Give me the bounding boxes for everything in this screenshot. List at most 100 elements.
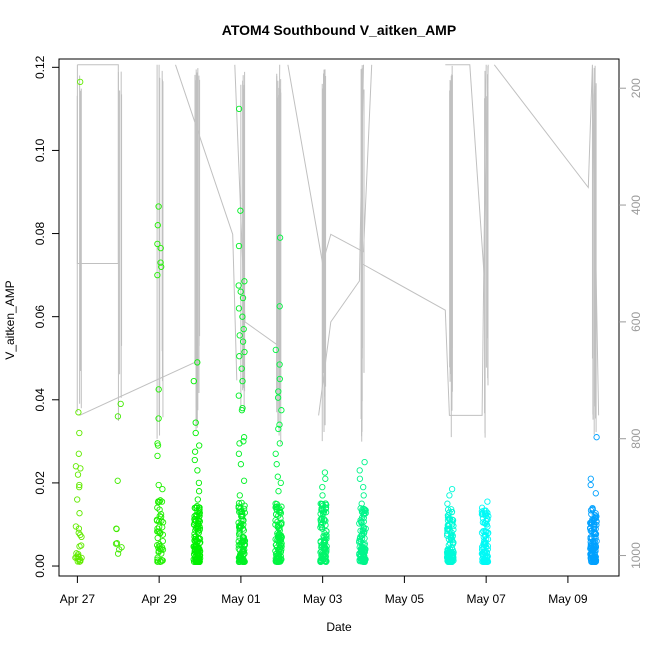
data-point: [272, 511, 280, 518]
data-point: [356, 467, 363, 474]
data-point: [238, 365, 245, 372]
data-point: [238, 520, 245, 527]
data-point: [238, 541, 245, 549]
data-point: [274, 555, 281, 563]
y2-tick-label: 400: [629, 195, 643, 215]
data-point: [155, 386, 162, 393]
data-point: [191, 448, 199, 455]
data-point: [237, 461, 245, 468]
data-point: [195, 551, 202, 558]
data-point: [483, 557, 490, 564]
data-point: [74, 471, 82, 478]
data-point: [236, 551, 244, 559]
data-point: [157, 259, 164, 266]
data-point: [192, 533, 200, 540]
data-point: [278, 407, 285, 414]
data-point: [587, 481, 594, 489]
data-point: [482, 535, 490, 543]
data-point: [237, 288, 244, 295]
data-point: [240, 325, 247, 333]
data-point: [235, 503, 242, 510]
data-point: [195, 479, 203, 487]
data-point: [237, 207, 244, 214]
data-point: [240, 434, 248, 441]
data-point: [447, 532, 455, 539]
data-point: [276, 303, 283, 310]
data-point: [323, 528, 330, 535]
data-point: [77, 465, 84, 472]
data-point: [116, 546, 123, 553]
y-tick-label: 0.04: [33, 388, 47, 412]
data-point: [235, 450, 243, 457]
data-point: [192, 419, 199, 426]
x-tick-label: May 03: [303, 592, 343, 606]
data-point: [154, 452, 161, 460]
data-point: [358, 558, 366, 565]
data-point: [113, 525, 120, 533]
data-point: [159, 485, 166, 493]
data-point: [319, 502, 327, 509]
overlay-line: [287, 64, 373, 264]
data-point: [272, 346, 279, 354]
data-point: [321, 553, 328, 561]
data-point: [236, 332, 243, 339]
data-point: [588, 550, 595, 558]
data-point: [274, 523, 281, 530]
data-point: [359, 532, 366, 539]
overlay-line: [79, 362, 195, 416]
data-point: [591, 540, 598, 548]
data-point: [158, 498, 166, 505]
data-points: [72, 78, 600, 566]
data-point: [191, 456, 198, 464]
data-point: [193, 542, 200, 549]
data-point: [236, 492, 243, 499]
data-point: [360, 514, 367, 522]
x-tick-label: Apr 29: [141, 592, 177, 606]
data-point: [236, 440, 243, 447]
data-point: [159, 537, 166, 545]
data-point: [479, 543, 486, 551]
data-point: [154, 442, 162, 449]
data-point: [483, 554, 491, 561]
data-point: [592, 547, 599, 555]
overlay-lines: [76, 64, 600, 445]
x-tick-label: May 05: [385, 592, 425, 606]
data-point: [194, 467, 201, 474]
data-point: [276, 361, 283, 368]
data-point: [320, 532, 327, 540]
data-point: [444, 527, 451, 534]
data-point: [76, 510, 83, 517]
data-point: [320, 545, 327, 553]
data-point: [158, 263, 165, 270]
data-point: [239, 512, 246, 519]
data-point: [239, 533, 247, 541]
data-point: [155, 203, 162, 210]
data-point: [276, 421, 283, 428]
data-point: [75, 550, 82, 558]
data-point: [195, 488, 203, 495]
data-point: [275, 425, 282, 433]
data-point: [194, 359, 201, 366]
data-point: [117, 400, 124, 408]
data-point: [155, 481, 162, 489]
data-point: [592, 525, 599, 533]
data-point: [449, 516, 456, 523]
data-point: [277, 548, 284, 556]
data-point: [484, 509, 491, 516]
y-tick-label: 0.06: [33, 305, 47, 329]
data-point: [241, 558, 248, 565]
data-point: [445, 526, 452, 533]
data-point: [479, 550, 486, 557]
data-point: [276, 375, 283, 383]
data-point: [273, 461, 280, 468]
data-point: [78, 533, 85, 541]
data-point: [592, 490, 599, 497]
data-point: [241, 278, 248, 285]
data-point: [235, 392, 242, 399]
data-point: [76, 429, 83, 437]
data-point: [278, 519, 285, 526]
data-point: [190, 521, 198, 528]
data-point: [75, 525, 83, 532]
data-point: [190, 377, 197, 385]
